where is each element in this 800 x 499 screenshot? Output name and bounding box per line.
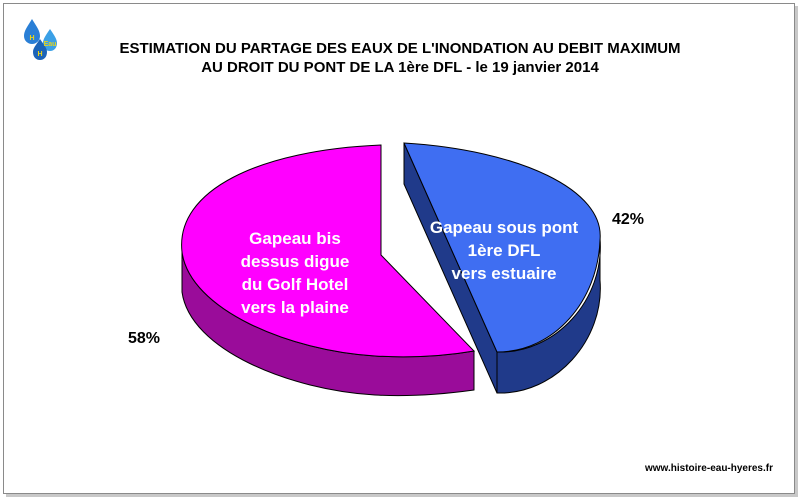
website-url: www.histoire-eau-hyeres.fr [645,463,773,474]
chart-subtitle: AU DROIT DU PONT DE LA 1ère DFL - le 19 … [201,59,599,76]
pie-slice-label-line: vers la plaine [241,298,349,317]
pie-slice-label-line: Gapeau sous pont [430,218,579,237]
frame-shadow [6,494,798,497]
pie-slice [181,144,476,358]
chart-frame [3,3,795,494]
pie-slice-label-line: 1ère DFL [468,241,541,260]
frame-shadow [795,6,798,496]
pie-slice [403,142,601,353]
water-drops-logo-icon: H Eau H [24,19,57,60]
chart-title: ESTIMATION DU PARTAGE DES EAUX DE L'INON… [119,40,681,57]
pie-slice-label-line: vers estuaire [452,264,557,283]
pie-percent-label: 58% [128,330,160,347]
pie-slice-label-line: dessus digue [241,252,350,271]
pie-slice-label-line: Gapeau bis [249,229,341,248]
pie-slice-side [496,237,601,394]
svg-text:Eau: Eau [44,41,57,48]
pie-percent-label: 42% [612,211,644,228]
pie-slice-label-line: du Golf Hotel [242,275,349,294]
pie-slice-label: Gapeau bis dessus digue du Golf Hotel vers … [241,229,350,317]
svg-text:H: H [37,51,42,58]
svg-text:H: H [29,35,34,42]
pie-slice-label: Gapeau sous pont 1ère DFL vers estuaire [430,218,579,283]
